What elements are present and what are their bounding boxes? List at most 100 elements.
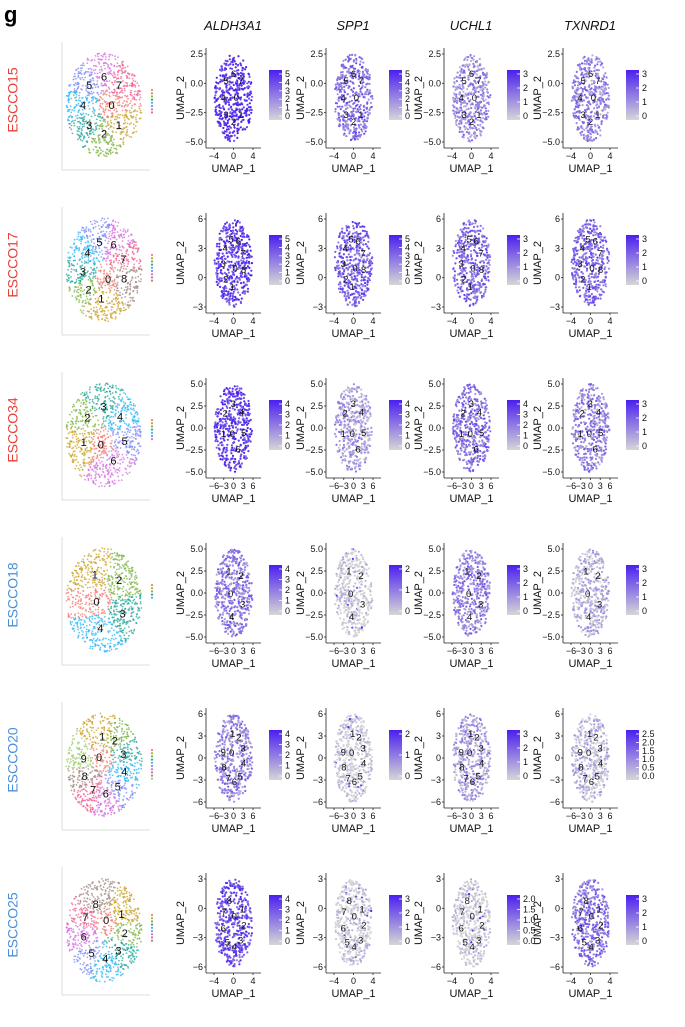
cell-point bbox=[339, 108, 342, 111]
cluster-cell bbox=[100, 231, 102, 234]
cluster-cell bbox=[79, 289, 82, 292]
feature-cluster-label-8: 8 bbox=[361, 265, 366, 276]
cell-point bbox=[250, 81, 253, 84]
cluster-cell bbox=[77, 277, 80, 280]
x-axis-title: UMAP_1 bbox=[449, 163, 493, 175]
cluster-cell bbox=[102, 224, 105, 226]
cell-point bbox=[583, 93, 587, 96]
cluster-cell bbox=[135, 130, 138, 133]
cluster-cell bbox=[68, 289, 71, 292]
feature-cluster-label-4: 4 bbox=[340, 93, 345, 104]
cell-point bbox=[221, 131, 224, 134]
cluster-cell bbox=[85, 122, 88, 125]
x-axis-title: UMAP_1 bbox=[211, 163, 255, 175]
cluster-cell bbox=[103, 80, 106, 83]
cell-point bbox=[248, 75, 251, 78]
cluster-cell bbox=[122, 64, 124, 67]
cluster-cell bbox=[132, 115, 135, 118]
feature-cluster-label-5: 5 bbox=[349, 234, 354, 245]
cluster-cell bbox=[82, 299, 84, 302]
cluster-cell bbox=[96, 80, 99, 82]
cluster-cell bbox=[84, 241, 87, 244]
cluster-cell bbox=[138, 258, 141, 261]
cluster-cell bbox=[114, 55, 116, 58]
feature-cluster-label-0: 0 bbox=[354, 93, 359, 104]
cell-point bbox=[596, 132, 599, 135]
cluster-cell bbox=[79, 309, 82, 311]
cell-point bbox=[223, 91, 226, 94]
cell-point bbox=[594, 64, 597, 67]
cell-point bbox=[486, 73, 489, 76]
cluster-cell bbox=[117, 77, 120, 80]
cluster-cell bbox=[107, 86, 110, 89]
cluster-cell bbox=[68, 257, 71, 260]
cell-point bbox=[573, 116, 577, 119]
cluster-cell bbox=[98, 125, 100, 127]
cell-point bbox=[355, 59, 358, 62]
cluster-cell bbox=[119, 270, 121, 272]
cluster-cell bbox=[80, 117, 83, 119]
cell-point bbox=[485, 237, 488, 240]
cell-point bbox=[229, 292, 232, 295]
cluster-cell bbox=[90, 317, 93, 320]
cell-point bbox=[598, 126, 601, 129]
legend-dot-3 bbox=[150, 98, 154, 101]
cluster-cell bbox=[114, 228, 116, 231]
cell-point bbox=[349, 259, 352, 262]
color-scale-bar bbox=[626, 70, 639, 120]
cluster-cell bbox=[124, 286, 127, 289]
cell-point bbox=[457, 239, 460, 243]
cluster-cell bbox=[77, 99, 80, 102]
cell-point bbox=[478, 57, 481, 61]
x-tick-label: −4 bbox=[447, 316, 457, 326]
legend-dot-5 bbox=[150, 269, 154, 273]
cluster-cell bbox=[108, 224, 111, 227]
cell-point bbox=[456, 289, 459, 292]
cluster-cell bbox=[116, 225, 119, 227]
gene-header-uchl1: UCHL1 bbox=[450, 18, 493, 33]
feature-cluster-label-1: 1 bbox=[238, 110, 243, 121]
cell-point bbox=[246, 287, 250, 290]
cell-point bbox=[228, 92, 231, 95]
cell-point bbox=[593, 69, 596, 73]
cell-point bbox=[245, 241, 249, 245]
cluster-cell bbox=[89, 87, 92, 90]
cluster-cell bbox=[74, 259, 76, 262]
cluster-cell bbox=[94, 298, 97, 300]
cluster-cell bbox=[122, 128, 124, 131]
cell-point bbox=[473, 135, 476, 138]
cell-point bbox=[485, 112, 488, 115]
cluster-cell bbox=[81, 108, 84, 111]
cell-point bbox=[220, 67, 224, 70]
cluster-cell bbox=[115, 118, 118, 121]
cluster-cell bbox=[129, 300, 132, 302]
cluster-cell bbox=[130, 122, 132, 124]
cluster-cell bbox=[92, 248, 94, 250]
cluster-cell bbox=[92, 148, 95, 151]
cluster-cell bbox=[107, 127, 110, 130]
cell-point bbox=[475, 61, 479, 64]
cluster-cell bbox=[118, 244, 120, 247]
cell-point bbox=[366, 281, 369, 284]
cluster-cell bbox=[117, 297, 119, 300]
cluster-cell bbox=[139, 117, 142, 119]
cell-point bbox=[335, 261, 339, 264]
feature-cluster-label-4: 4 bbox=[223, 243, 228, 254]
cluster-cell bbox=[120, 266, 122, 269]
cluster-cell bbox=[124, 70, 126, 72]
cell-point bbox=[481, 235, 484, 238]
cell-point bbox=[361, 130, 364, 133]
cluster-cell bbox=[128, 77, 131, 80]
cell-point bbox=[349, 65, 352, 68]
cluster-cell bbox=[79, 258, 81, 261]
cluster-cell bbox=[87, 94, 90, 97]
cell-point bbox=[463, 58, 466, 62]
cluster-cell bbox=[110, 308, 113, 311]
y-tick-label: −3 bbox=[193, 302, 203, 312]
cell-point bbox=[473, 230, 476, 233]
cluster-cell bbox=[111, 91, 114, 94]
cluster-cell bbox=[126, 282, 129, 284]
cluster-cell bbox=[97, 61, 100, 64]
cluster-cell bbox=[87, 270, 89, 273]
